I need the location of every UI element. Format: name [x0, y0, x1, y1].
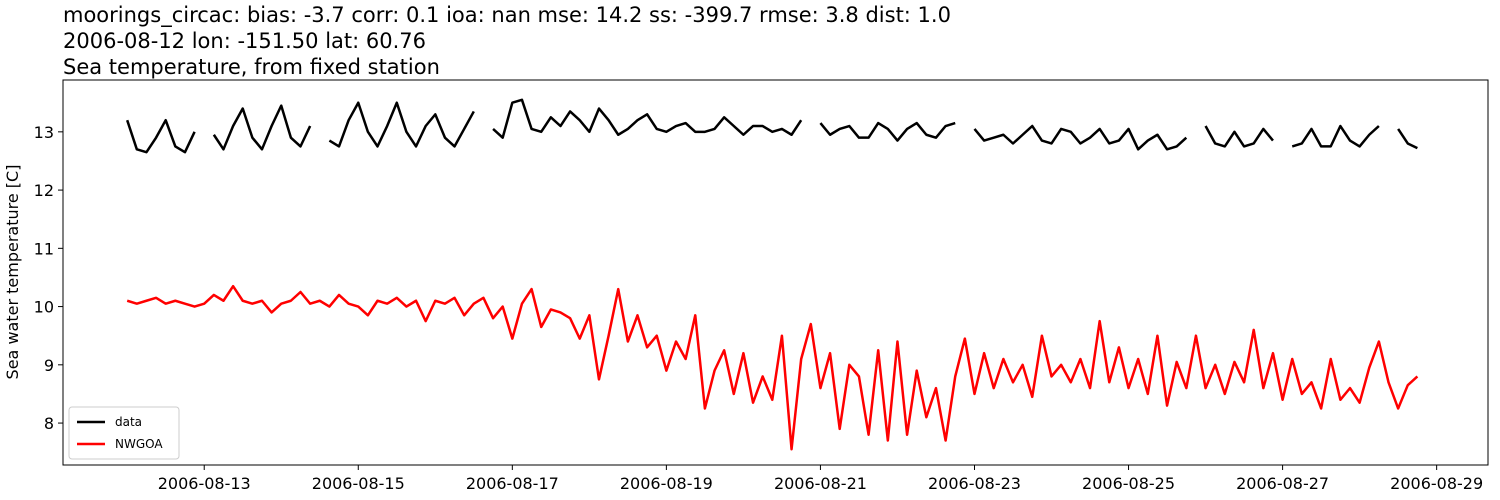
y-tick-label: 10: [34, 298, 54, 317]
x-tick-label: 2006-08-25: [1082, 474, 1175, 493]
y-axis-label: Sea water temperature [C]: [3, 165, 22, 380]
x-tick-label: 2006-08-15: [312, 474, 405, 493]
legend-box: [68, 406, 180, 460]
chart-title-line: moorings_circac: bias: -3.7 corr: 0.1 io…: [63, 3, 951, 28]
x-tick-label: 2006-08-17: [466, 474, 559, 493]
series-line: [212, 104, 312, 151]
y-tick-label: 8: [44, 414, 54, 433]
legend-label: NWGOA: [115, 437, 163, 451]
series-line: [1204, 125, 1274, 148]
series-line: [973, 124, 1188, 151]
series-line: [1291, 124, 1380, 148]
x-tick-label: 2006-08-13: [158, 474, 251, 493]
series-line: [328, 101, 475, 148]
series-line: [1397, 128, 1418, 150]
series-line: [126, 284, 1419, 451]
chart-title-line: Sea temperature, from fixed station: [63, 55, 440, 79]
series-line: [126, 118, 196, 154]
legend: data NWGOA: [68, 406, 180, 460]
x-tick-label: 2006-08-19: [620, 474, 713, 493]
x-tick-label: 2006-08-27: [1236, 474, 1329, 493]
x-tick-label: 2006-08-21: [774, 474, 867, 493]
legend-label: data: [115, 415, 142, 429]
y-tick-label: 13: [34, 123, 54, 142]
x-tick-label: 2006-08-29: [1390, 474, 1483, 493]
series-line: [819, 121, 956, 142]
y-tick-label: 12: [34, 181, 54, 200]
series-line: [492, 98, 803, 139]
y-tick-label: 11: [34, 239, 54, 258]
y-tick-label: 9: [44, 356, 54, 375]
x-tick-label: 2006-08-23: [928, 474, 1021, 493]
plot-frame: [62, 79, 1489, 466]
chart-title-line: 2006-08-12 lon: -151.50 lat: 60.76: [63, 29, 426, 53]
